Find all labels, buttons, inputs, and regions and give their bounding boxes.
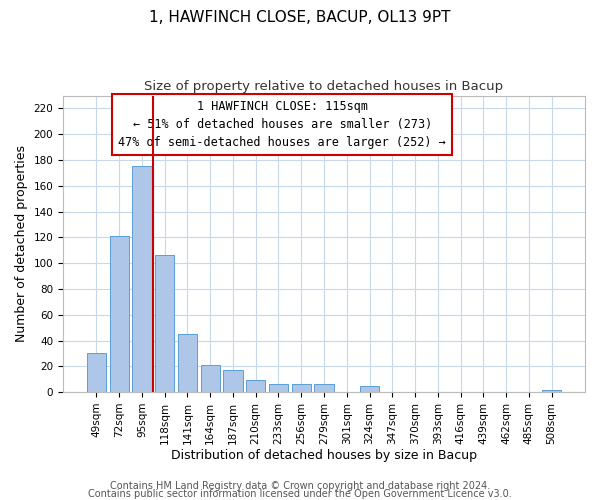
Bar — [269, 384, 288, 392]
Bar — [200, 365, 220, 392]
Title: Size of property relative to detached houses in Bacup: Size of property relative to detached ho… — [145, 80, 503, 93]
Bar — [132, 166, 152, 392]
Bar — [178, 334, 197, 392]
Text: 1 HAWFINCH CLOSE: 115sqm
← 51% of detached houses are smaller (273)
47% of semi-: 1 HAWFINCH CLOSE: 115sqm ← 51% of detach… — [118, 100, 446, 149]
Bar — [223, 370, 242, 392]
Bar — [87, 354, 106, 392]
Bar — [292, 384, 311, 392]
X-axis label: Distribution of detached houses by size in Bacup: Distribution of detached houses by size … — [171, 450, 477, 462]
Bar — [360, 386, 379, 392]
Text: 1, HAWFINCH CLOSE, BACUP, OL13 9PT: 1, HAWFINCH CLOSE, BACUP, OL13 9PT — [149, 10, 451, 25]
Bar — [246, 380, 265, 392]
Bar — [542, 390, 561, 392]
Y-axis label: Number of detached properties: Number of detached properties — [15, 146, 28, 342]
Bar — [110, 236, 129, 392]
Bar — [155, 256, 175, 392]
Text: Contains HM Land Registry data © Crown copyright and database right 2024.: Contains HM Land Registry data © Crown c… — [110, 481, 490, 491]
Bar — [314, 384, 334, 392]
Text: Contains public sector information licensed under the Open Government Licence v3: Contains public sector information licen… — [88, 489, 512, 499]
